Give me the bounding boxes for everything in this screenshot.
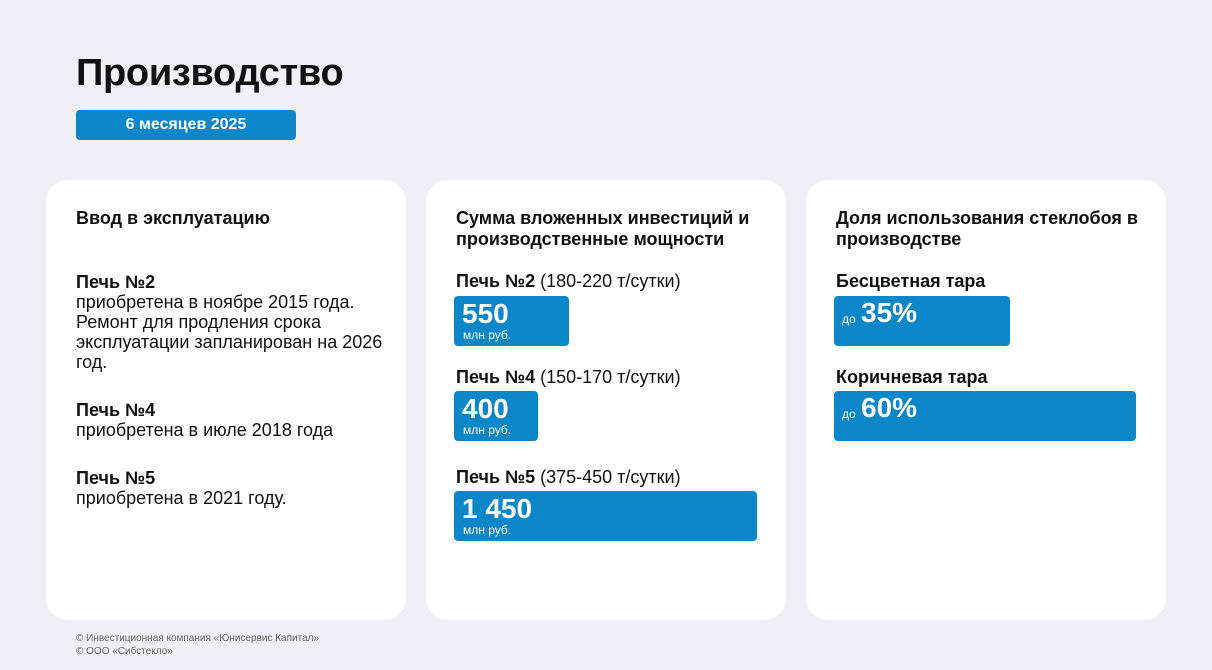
cullet-share-bar-colorless: до 35% [834, 296, 1010, 346]
share-value: 60% [861, 392, 918, 423]
investment-value: 550 [462, 298, 509, 329]
container-type: Бесцветная тара [836, 271, 986, 291]
footer-copyright: © Инвестиционная компания «Юнисервис Кап… [76, 632, 319, 658]
share-prefix: до [842, 312, 856, 326]
investment-unit: млн руб. [463, 328, 512, 342]
furnace-description: приобретена в июле 2018 года [76, 420, 334, 440]
furnace-2-label: Печь №2 (180-220 т/сутки) [456, 270, 776, 292]
furnace-4-label: Печь №4 (150-170 т/сутки) [456, 366, 776, 388]
furnace-name: Печь №2 [76, 272, 156, 292]
furnace-5-label: Печь №5 (375-450 т/сутки) [456, 466, 776, 488]
investment-unit: млн руб. [463, 423, 512, 437]
investment-bar-furnace-2: 550 млн руб. [454, 296, 569, 346]
copyright-line: © Инвестиционная компания «Юнисервис Кап… [76, 633, 320, 644]
furnace-capacity: (375-450 т/сутки) [540, 467, 681, 487]
furnace-capacity: (180-220 т/сутки) [540, 271, 681, 291]
investment-value: 1 450 [462, 493, 533, 524]
share-prefix: до [842, 407, 856, 421]
copyright-line: © ООО «Сибстекло» [76, 646, 173, 657]
period-badge: 6 месяцев 2025 [76, 110, 296, 140]
commissioning-card-title: Ввод в эксплуатацию [76, 208, 270, 228]
colorless-container-label: Бесцветная тара [836, 270, 1156, 292]
furnace-description: приобретена в 2021 году. [76, 488, 287, 508]
furnace-capacity: (150-170 т/сутки) [540, 367, 681, 387]
investment-bar-furnace-4: 400 млн руб. [454, 391, 538, 441]
furnace-4-commissioning: Печь №4 приобретена в июле 2018 года [76, 400, 386, 440]
container-type: Коричневая тара [836, 367, 988, 387]
furnace-2-commissioning: Печь №2 приобретена в ноябре 2015 года. … [76, 272, 386, 372]
furnace-description: приобретена в ноябре 2015 года. Ремонт д… [76, 292, 383, 372]
investments-card: Сумма вложенных инвестиций и производств… [426, 180, 786, 620]
furnace-name: Печь №5 [76, 468, 156, 488]
page-title: Производство [76, 52, 344, 94]
share-value: 35% [861, 297, 918, 328]
cullet-share-bar-brown: до 60% [834, 391, 1136, 441]
furnace-name: Печь №2 [456, 271, 536, 291]
investments-card-title: Сумма вложенных инвестиций и производств… [456, 208, 750, 249]
investment-unit: млн руб. [463, 523, 512, 537]
furnace-name: Печь №5 [456, 467, 536, 487]
furnace-5-commissioning: Печь №5 приобретена в 2021 году. [76, 468, 386, 508]
furnace-name: Печь №4 [456, 367, 536, 387]
brown-container-label: Коричневая тара [836, 366, 1156, 388]
investment-value: 400 [462, 393, 509, 424]
commissioning-card: Ввод в эксплуатацию Печь №2 приобретена … [46, 180, 406, 620]
investment-bar-furnace-5: 1 450 млн руб. [454, 491, 757, 541]
cullet-share-card: Доля использования стеклобоя в производс… [806, 180, 1166, 620]
cullet-share-card-title: Доля использования стеклобоя в производс… [836, 208, 1139, 249]
furnace-name: Печь №4 [76, 400, 156, 420]
